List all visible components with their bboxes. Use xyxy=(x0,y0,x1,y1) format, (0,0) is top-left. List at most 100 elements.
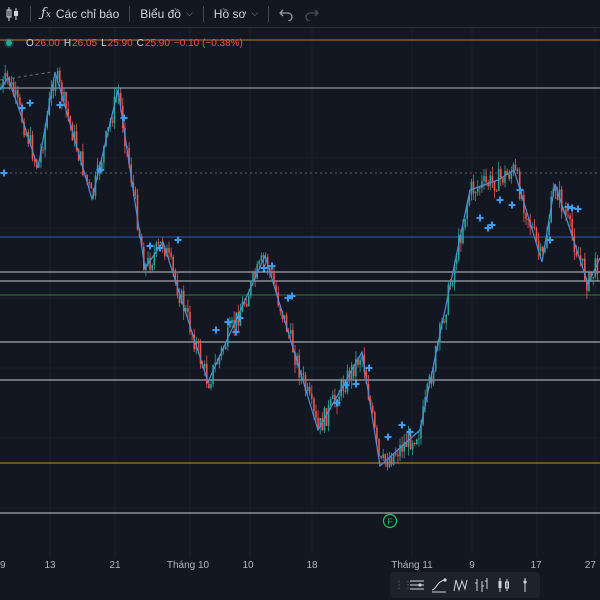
candle-body xyxy=(510,172,513,179)
candle-body xyxy=(371,405,374,413)
candle-body xyxy=(283,315,286,319)
candle-body xyxy=(458,234,460,260)
candle-body xyxy=(119,93,122,106)
grip-icon[interactable]: ⋮⋮ xyxy=(394,579,413,591)
x-axis-tick-label: 27 xyxy=(585,560,597,571)
candle-body xyxy=(470,181,473,195)
candle-body xyxy=(168,248,170,253)
candle-body xyxy=(386,461,389,467)
candle-body xyxy=(518,171,521,199)
candle-body xyxy=(136,194,139,230)
candle-body xyxy=(250,281,252,296)
high-key: H xyxy=(63,37,72,49)
candle-body xyxy=(317,417,319,428)
candle-body xyxy=(376,427,378,440)
toolbar-divider xyxy=(129,5,131,22)
bottom-tool-panel: ⋮⋮ xyxy=(390,572,540,598)
candle-body xyxy=(420,424,422,439)
candle-body xyxy=(590,272,592,278)
grid xyxy=(0,28,600,558)
ohlc-legend: O 26.00 H 26.05 L 25.90 C 25.90 −0.10 (−0.38… xyxy=(6,36,247,50)
single-line-button[interactable] xyxy=(514,574,536,596)
candle-body xyxy=(140,236,143,247)
candle-body xyxy=(88,181,90,184)
candle-body xyxy=(451,283,454,286)
close-key: C xyxy=(136,37,144,49)
candle-body xyxy=(273,273,275,285)
candle-body xyxy=(292,330,294,353)
candle-body xyxy=(554,188,557,191)
candle-body xyxy=(21,104,23,123)
chart-type-button[interactable] xyxy=(0,0,26,28)
bars-button[interactable] xyxy=(471,574,493,596)
candle-body xyxy=(54,79,57,91)
candle-body xyxy=(527,218,529,221)
candle-body xyxy=(199,343,202,365)
candle-body xyxy=(327,405,330,426)
x-axis-tick-label: 21 xyxy=(109,560,121,571)
candle-body xyxy=(279,305,282,312)
candle-body xyxy=(418,438,420,440)
chart-menu-button[interactable]: Biểu đồ ⌵ xyxy=(134,0,199,28)
candle-body xyxy=(214,362,216,366)
candle-body xyxy=(474,192,477,194)
candle-body xyxy=(525,213,527,219)
curve-tool-button[interactable] xyxy=(428,574,450,596)
candle-body xyxy=(33,159,36,161)
candle-body xyxy=(82,151,84,176)
candle-body xyxy=(388,457,391,467)
candle-body xyxy=(407,431,410,447)
redo-button[interactable] xyxy=(299,0,325,28)
candles-button[interactable] xyxy=(493,574,515,596)
profile-menu-button[interactable]: Hồ sơ ⌵ xyxy=(208,0,264,28)
candle-body xyxy=(231,319,233,323)
candle-body xyxy=(495,190,498,192)
candle-body xyxy=(344,390,347,392)
candle-body xyxy=(294,352,296,365)
candle-body xyxy=(101,162,103,172)
candle-body xyxy=(512,164,515,173)
candle-body xyxy=(59,70,61,83)
candle-body xyxy=(514,164,517,170)
candle-body xyxy=(4,72,6,80)
candle-body xyxy=(378,439,380,457)
candle-body xyxy=(542,246,544,252)
price-chart[interactable]: F 9 13 21 Tháng 10 10 18 Tháng 11 9 17 27 xyxy=(0,28,600,600)
candle-body xyxy=(151,264,153,270)
wave-button[interactable] xyxy=(449,574,471,596)
candles xyxy=(0,65,599,471)
candle-body xyxy=(357,358,359,365)
horizontal-lines-button[interactable] xyxy=(406,574,428,596)
candle-body xyxy=(338,396,340,407)
candle-body xyxy=(533,226,536,229)
undo-button[interactable] xyxy=(273,0,299,28)
x-axis: 9 13 21 Tháng 10 10 18 Tháng 11 9 17 27 xyxy=(0,560,596,571)
candle-body xyxy=(334,394,336,402)
chevron-down-icon: ⌵ xyxy=(185,8,193,18)
candle-body xyxy=(111,121,114,123)
candle-body xyxy=(502,177,504,183)
candle-body xyxy=(479,187,481,189)
indicators-button[interactable]: ƒx Các chỉ báo xyxy=(35,0,125,28)
candle-body xyxy=(445,314,447,323)
event-marker[interactable]: F xyxy=(382,513,398,529)
signal-markers xyxy=(0,99,582,441)
candle-body xyxy=(405,441,408,447)
candle-body xyxy=(180,290,183,304)
x-axis-tick-label: 9 xyxy=(469,560,475,571)
candle-body xyxy=(453,264,456,284)
candle-body xyxy=(319,418,321,428)
candle-body xyxy=(174,270,177,281)
candle-body xyxy=(172,256,174,271)
toolbar-divider xyxy=(268,5,270,22)
candle-body xyxy=(306,386,309,391)
candle-body xyxy=(69,116,72,124)
candle-body xyxy=(122,105,124,128)
candle-body xyxy=(61,82,63,101)
candle-body xyxy=(409,431,412,450)
candle-body xyxy=(90,183,93,189)
curve-tool-icon xyxy=(431,578,447,593)
candle-body xyxy=(258,260,261,265)
candle-body xyxy=(256,264,258,279)
low-value: 25.90 xyxy=(107,37,133,49)
